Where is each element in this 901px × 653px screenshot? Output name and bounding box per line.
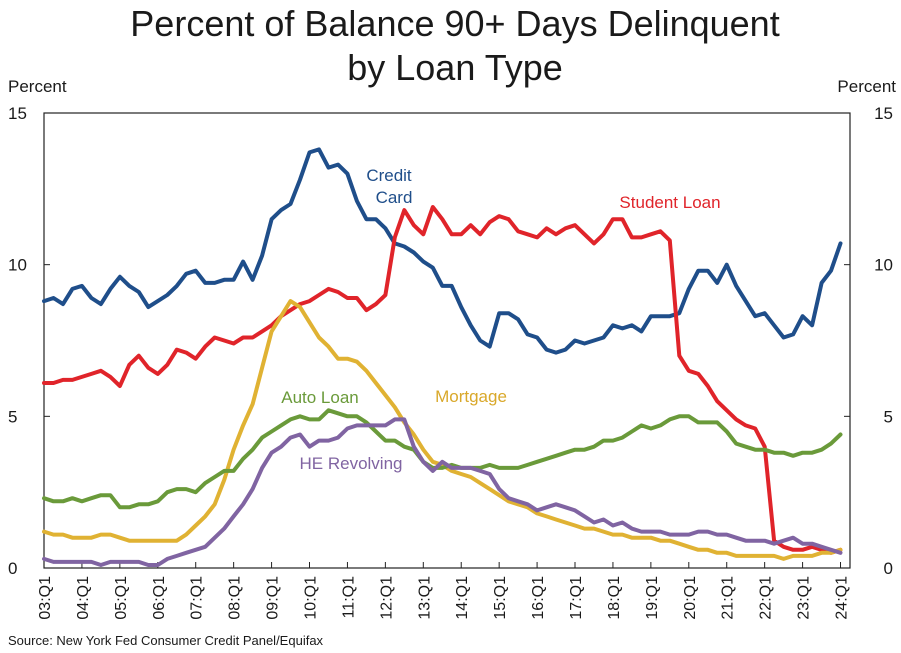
source-note: Source: New York Fed Consumer Credit Pan… bbox=[8, 633, 324, 648]
plot-frame bbox=[43, 112, 851, 569]
series-line-mortgage bbox=[42, 299, 843, 561]
auto-loan-label: Auto Loan bbox=[281, 388, 359, 407]
x-tick-label: 19:Q1 bbox=[644, 576, 661, 620]
chart-title-line2: by Loan Type bbox=[347, 47, 563, 88]
x-tick-label: 07:Q1 bbox=[189, 576, 206, 620]
y-ticks-left: 0 5 10 15 bbox=[8, 104, 50, 578]
x-tick-label: 09:Q1 bbox=[265, 576, 282, 620]
x-tick-label: 16:Q1 bbox=[530, 576, 547, 620]
credit-card-label-line1: Credit bbox=[366, 166, 412, 185]
x-tick-label: 15:Q1 bbox=[492, 576, 509, 620]
series-line-auto-loan bbox=[42, 408, 843, 510]
credit-card-label-line2: Card bbox=[376, 188, 413, 207]
series-lines bbox=[42, 147, 843, 567]
series-line-credit-card bbox=[42, 147, 843, 355]
x-tick-label: 14:Q1 bbox=[454, 576, 471, 620]
x-tick-label: 06:Q1 bbox=[151, 576, 168, 620]
x-tick-label: 20:Q1 bbox=[682, 576, 699, 620]
x-tick-label: 17:Q1 bbox=[568, 576, 585, 620]
x-tick-label: 24:Q1 bbox=[834, 576, 851, 620]
y-tick-label-right: 10 bbox=[874, 256, 893, 275]
x-tick-label: 22:Q1 bbox=[758, 576, 775, 620]
x-tick-label: 11:Q1 bbox=[340, 576, 357, 619]
series-line-student-loan bbox=[42, 205, 843, 555]
y-tick-label-left: 10 bbox=[8, 256, 27, 275]
y-tick-label-left: 15 bbox=[8, 104, 27, 123]
x-tick-label: 04:Q1 bbox=[75, 576, 92, 620]
series-line-he-revolving bbox=[42, 417, 843, 567]
x-tick-label: 23:Q1 bbox=[796, 576, 813, 620]
y-tick-label-right: 15 bbox=[874, 104, 893, 123]
y-axis-unit-right: Percent bbox=[837, 77, 896, 96]
student-loan-label: Student Loan bbox=[619, 193, 720, 212]
chart-title-line1: Percent of Balance 90+ Days Delinquent bbox=[130, 3, 779, 44]
y-ticks-right: 0 5 10 15 bbox=[844, 104, 893, 578]
x-tick-label: 21:Q1 bbox=[720, 576, 737, 620]
x-tick-label: 10:Q1 bbox=[303, 576, 320, 620]
x-tick-label: 18:Q1 bbox=[606, 576, 623, 620]
y-tick-label-right: 0 bbox=[884, 559, 893, 578]
y-tick-label-left: 0 bbox=[8, 559, 17, 578]
x-tick-label: 05:Q1 bbox=[113, 576, 130, 620]
x-tick-label: 12:Q1 bbox=[378, 576, 395, 620]
x-tick-label: 08:Q1 bbox=[227, 576, 244, 620]
y-tick-label-right: 5 bbox=[884, 407, 893, 426]
x-tick-label: 13:Q1 bbox=[416, 576, 433, 620]
x-tick-label: 03:Q1 bbox=[37, 576, 54, 620]
he-revolving-label: HE Revolving bbox=[300, 454, 403, 473]
mortgage-label: Mortgage bbox=[435, 387, 507, 406]
y-tick-label-left: 5 bbox=[8, 407, 17, 426]
x-ticks: 03:Q1 04:Q1 05:Q1 06:Q1 07:Q1 08:Q1 09:Q1 10:Q1… bbox=[37, 562, 851, 620]
y-axis-unit-left: Percent bbox=[8, 77, 67, 96]
